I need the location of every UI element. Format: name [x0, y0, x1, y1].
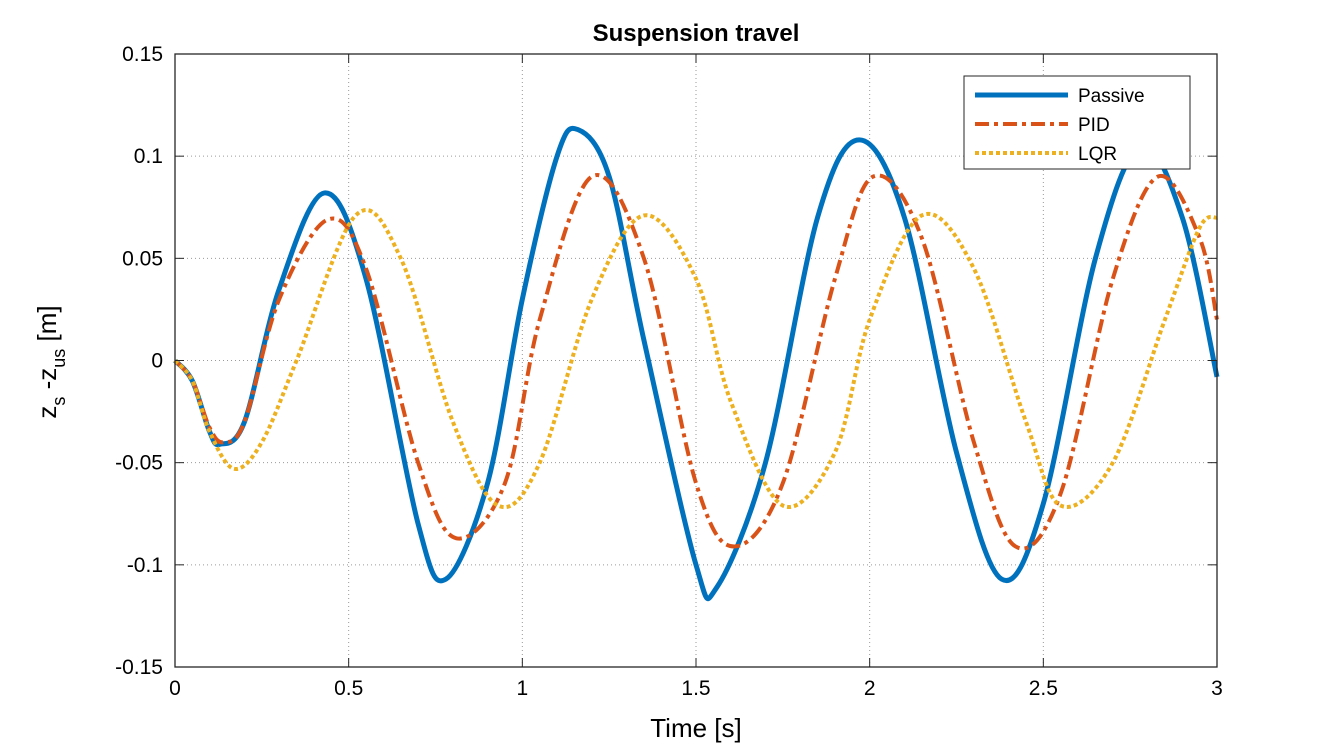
x-axis-label: Time [s] [650, 713, 741, 743]
y-tick-label: -0.05 [115, 452, 163, 475]
x-tick-label: 3 [1211, 677, 1223, 700]
series-line-passive [173, 125, 1220, 602]
y-axis-label-sub-us: us [49, 349, 69, 368]
x-tick-label: 0.5 [334, 677, 363, 700]
y-tick-label: 0 [151, 350, 163, 373]
y-tick-label: 0.1 [134, 145, 163, 168]
legend-box [963, 75, 1191, 170]
chart-title: Suspension travel [593, 20, 800, 47]
y-tick-label: -0.15 [115, 656, 163, 679]
series-line-pid [173, 173, 1219, 551]
x-tick-label: 1 [516, 677, 528, 700]
y-axis-label-z1: z [32, 406, 62, 419]
legend: Passive PID LQR [963, 75, 1191, 170]
y-axis-label-sub-s: s [49, 397, 69, 406]
series-layer [173, 125, 1220, 602]
y-axis-label: zs -zus [m] [32, 305, 69, 418]
x-tick-label: 2.5 [1029, 677, 1058, 700]
legend-label-pid: PID [1078, 115, 1110, 136]
legend-label-passive: Passive [1078, 86, 1145, 107]
legend-label-lqr: LQR [1078, 144, 1117, 165]
x-tick-label: 0 [169, 677, 181, 700]
y-axis-label-minus-z: -z [32, 368, 62, 397]
x-tick-label: 2 [864, 677, 876, 700]
tick-labels: 0 0.5 1 1.5 2 2.5 3 -0.15 -0.1 -0.05 0 0.05 0.1 0.15 [115, 43, 1223, 700]
tick-marks [174, 53, 1218, 668]
series-line-lqr [173, 208, 1219, 510]
y-tick-label: 0.15 [122, 43, 163, 66]
y-tick-label: 0.05 [122, 247, 163, 270]
y-tick-label: -0.1 [127, 554, 163, 577]
x-tick-label: 1.5 [681, 677, 710, 700]
y-axis-label-unit: [m] [32, 305, 62, 348]
